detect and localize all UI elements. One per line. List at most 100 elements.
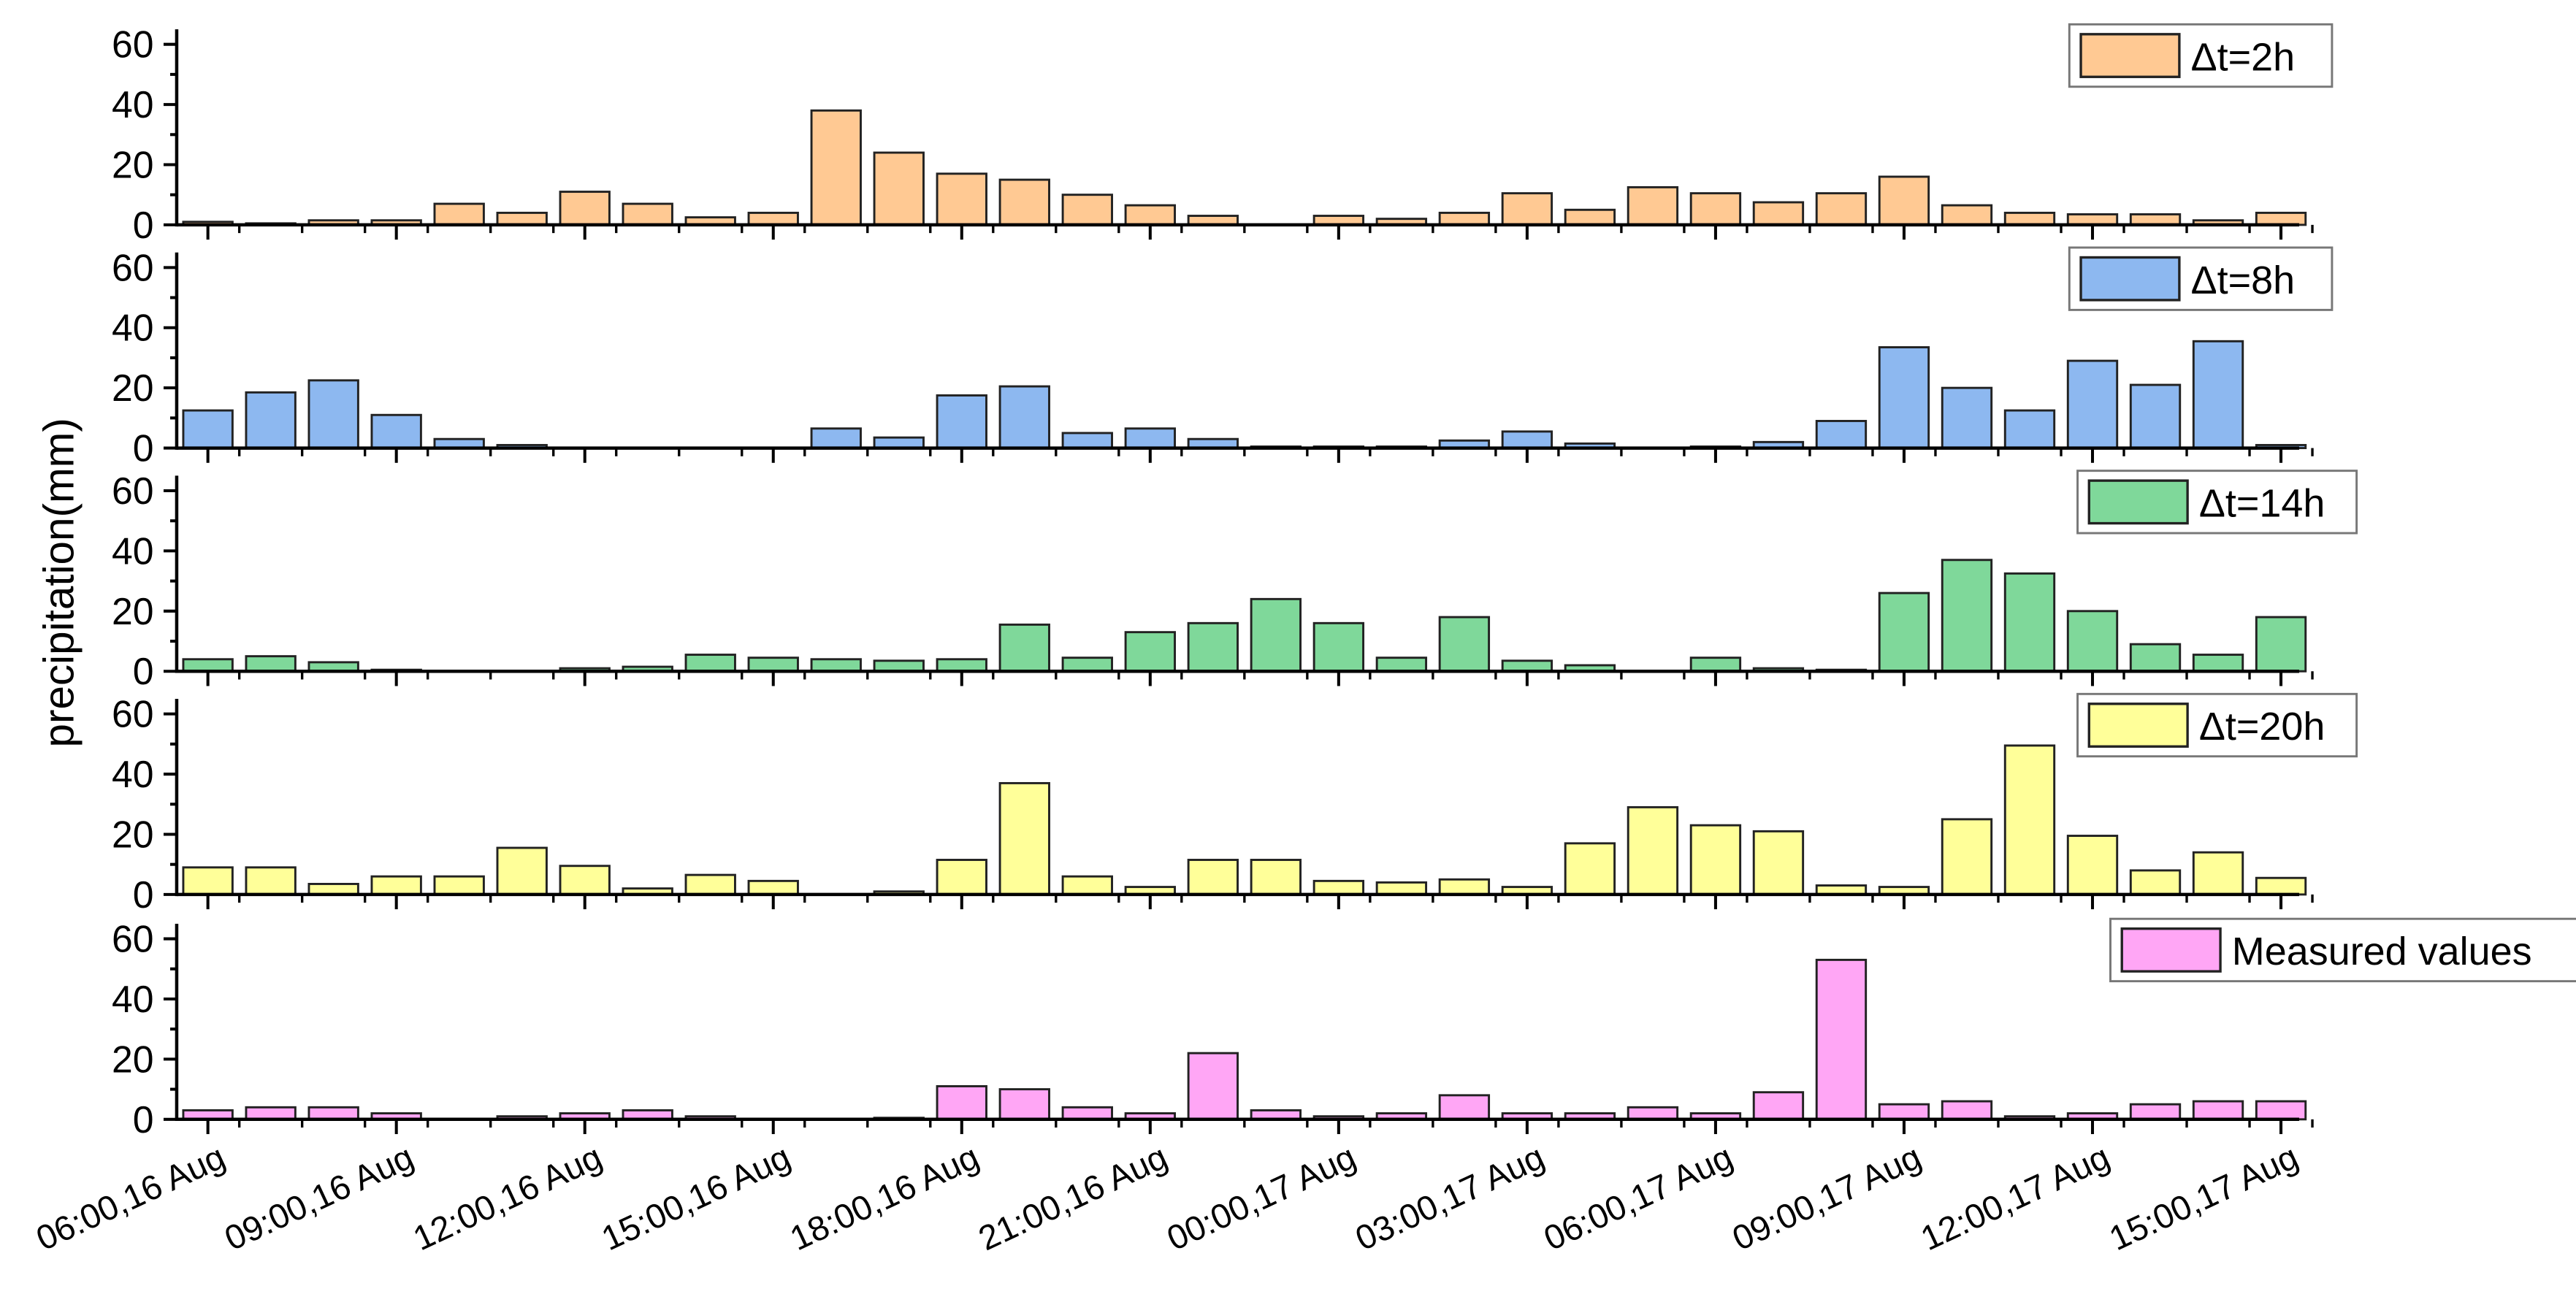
bar [873, 151, 925, 226]
bar [2192, 340, 2244, 450]
bar [2129, 1103, 2182, 1121]
bar [1878, 175, 1930, 226]
bar [2066, 835, 2119, 896]
x-tick-label: 12:00,17 Aug [1915, 1138, 2115, 1259]
legend-label: Δt=14h [2199, 482, 2325, 526]
y-tick-label: 0 [133, 650, 154, 692]
x-tick-label: 21:00,16 Aug [973, 1138, 1173, 1259]
bar [1061, 656, 1113, 673]
bar [245, 866, 297, 896]
bar [1941, 204, 1993, 226]
bar [1815, 420, 1868, 450]
bar [810, 109, 862, 226]
y-tick-label: 60 [112, 470, 154, 512]
legend-label: Δt=2h [2191, 35, 2296, 79]
legend-label: Measured values [2232, 930, 2532, 973]
bar [1878, 346, 1930, 450]
bar [2192, 851, 2244, 896]
bar [307, 379, 359, 450]
bar [998, 623, 1050, 673]
bar [998, 781, 1050, 896]
y-tick-label: 0 [133, 204, 154, 246]
bar [810, 427, 862, 450]
bar [1878, 592, 1930, 673]
bar [998, 1088, 1050, 1121]
bar [433, 202, 485, 226]
bar [2192, 654, 2244, 673]
bar [1187, 859, 1239, 896]
bar [496, 846, 548, 896]
legend-label: Δt=20h [2199, 705, 2325, 749]
bar [1564, 208, 1616, 226]
bar [245, 1106, 297, 1121]
bar [1941, 386, 1993, 450]
bar [1061, 432, 1113, 450]
panel-4: 0 20 40 60 Measured values [112, 918, 2576, 1141]
bar [747, 211, 799, 226]
bar [245, 391, 297, 450]
y-tick-label: 40 [112, 529, 154, 572]
bar [1187, 1052, 1239, 1121]
legend-label: Δt=8h [2191, 259, 2296, 302]
y-tick-label: 20 [112, 143, 154, 185]
bar [1564, 842, 1616, 896]
bar [998, 385, 1050, 450]
bar [684, 873, 736, 896]
bar [1501, 192, 1553, 226]
bar [1250, 597, 1302, 673]
x-tick-label: 12:00,16 Aug [408, 1138, 608, 1259]
x-tick-label: 00:00,17 Aug [1161, 1138, 1361, 1259]
y-tick-label: 60 [112, 693, 154, 735]
bar [2003, 409, 2056, 450]
bar [1941, 559, 1993, 673]
legend-swatch [2087, 479, 2189, 525]
bar [1941, 1100, 1993, 1121]
x-tick-label: 03:00,17 Aug [1350, 1138, 1550, 1259]
y-tick-label: 20 [112, 813, 154, 855]
bar [559, 865, 611, 896]
y-tick-label: 40 [112, 307, 154, 349]
bar [1689, 824, 1742, 896]
panel-0: 0 20 40 60 Δt=2h [112, 23, 2334, 246]
legend-swatch [2087, 703, 2189, 748]
bar [622, 202, 673, 226]
bar [936, 859, 987, 896]
y-tick-label: 40 [112, 753, 154, 795]
bar [1312, 879, 1365, 896]
bar [182, 866, 234, 896]
bar [998, 178, 1050, 226]
bar [1878, 1103, 1930, 1121]
bar [747, 656, 799, 673]
bar [936, 1085, 987, 1121]
bar [1061, 1106, 1113, 1121]
bar [245, 655, 297, 673]
bar [2003, 744, 2056, 896]
bar [1752, 1091, 1805, 1121]
bar [1124, 204, 1176, 226]
bar [2066, 359, 2119, 450]
bar [1187, 621, 1239, 673]
y-tick-label: 0 [133, 1098, 154, 1141]
legend-swatch [2120, 927, 2222, 973]
bar [2255, 1100, 2307, 1121]
bar [1438, 211, 1491, 226]
bar [936, 658, 987, 673]
bar [2003, 211, 2056, 226]
bar [2129, 643, 2182, 673]
bar [182, 409, 234, 450]
bar [2003, 572, 2056, 673]
bar [684, 654, 736, 673]
bar [1752, 830, 1805, 896]
y-tick-label: 20 [112, 1038, 154, 1080]
bar [1941, 818, 1993, 896]
bar [1689, 192, 1742, 226]
bar [370, 875, 422, 896]
y-tick-label: 0 [133, 427, 154, 470]
bar [747, 879, 799, 896]
bar [1627, 185, 1679, 226]
bar [2255, 616, 2307, 673]
bar [1312, 621, 1365, 673]
y-tick-label: 60 [112, 918, 154, 960]
bar [1815, 958, 1868, 1121]
bar [1061, 875, 1113, 896]
